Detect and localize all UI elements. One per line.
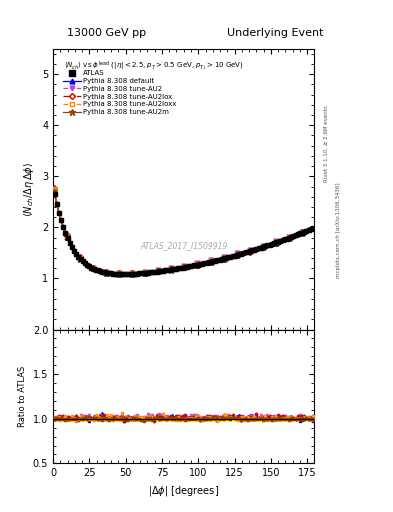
- Text: Rivet 3.1.10, ≥ 2.6M events: Rivet 3.1.10, ≥ 2.6M events: [324, 105, 329, 182]
- X-axis label: $|\Delta \phi|$ [degrees]: $|\Delta \phi|$ [degrees]: [148, 484, 219, 498]
- Legend: ATLAS, Pythia 8.308 default, Pythia 8.308 tune-AU2, Pythia 8.308 tune-AU2lox, Py: ATLAS, Pythia 8.308 default, Pythia 8.30…: [62, 69, 178, 116]
- Y-axis label: Ratio to ATLAS: Ratio to ATLAS: [18, 366, 27, 427]
- Text: 13000 GeV pp: 13000 GeV pp: [66, 28, 146, 38]
- Text: ATLAS_2017_I1509919: ATLAS_2017_I1509919: [140, 241, 228, 250]
- Text: mcplots.cern.ch [arXiv:1306.3436]: mcplots.cern.ch [arXiv:1306.3436]: [336, 183, 341, 278]
- Y-axis label: $\langle N_{ch}/ \Delta\eta\,\Delta\phi \rangle$: $\langle N_{ch}/ \Delta\eta\,\Delta\phi …: [22, 161, 37, 217]
- Text: Underlying Event: Underlying Event: [227, 28, 323, 38]
- Text: $\langle N_{ch}\rangle$ vs $\phi^{\rm lead}$ ($|\eta| < 2.5$, $p_T > 0.5$ GeV, $: $\langle N_{ch}\rangle$ vs $\phi^{\rm le…: [64, 60, 243, 73]
